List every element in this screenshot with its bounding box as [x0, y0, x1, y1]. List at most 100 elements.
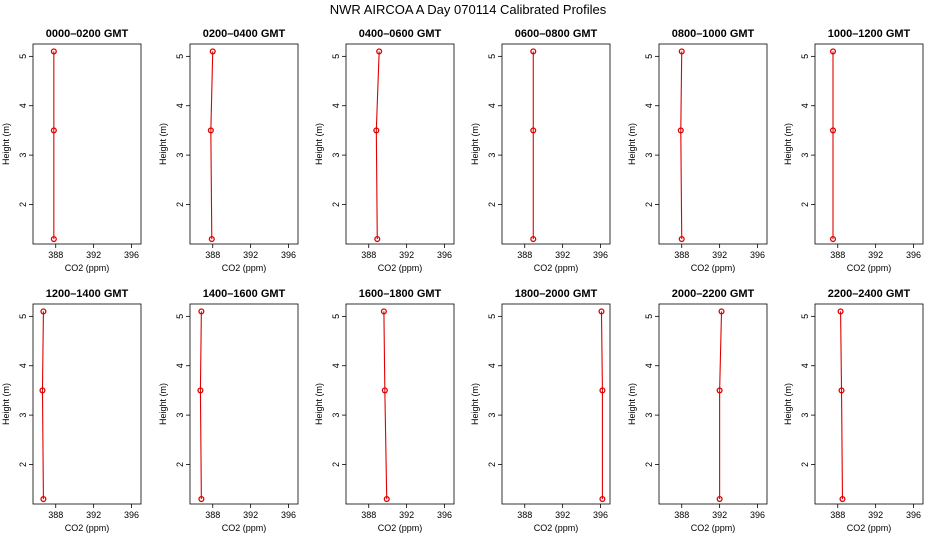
panel-title: 0400–0600 GMT — [359, 28, 442, 40]
y-tick-label: 3 — [800, 153, 810, 158]
x-tick-label: 388 — [361, 250, 376, 260]
y-tick-label: 2 — [644, 202, 654, 207]
x-tick-label: 392 — [243, 250, 258, 260]
x-tick-label: 396 — [437, 510, 452, 520]
profile-segment — [210, 130, 213, 240]
y-axis-label: Height (m) — [470, 123, 480, 165]
profile-point — [599, 496, 606, 503]
panel-title: 2200–2400 GMT — [828, 288, 911, 300]
profile-panel: 0400–0600 GMT 388 392 396 2 3 4 5 CO2 (ppm) Heigh… — [314, 28, 455, 273]
plot-frame — [189, 303, 299, 505]
x-axis-label: CO2 (ppm) — [378, 523, 423, 533]
x-tick-label: 388 — [674, 510, 689, 520]
x-tick-label: 388 — [517, 250, 532, 260]
profile-segment — [719, 311, 723, 391]
y-axis-label: Height (m) — [783, 383, 793, 425]
panel-title: 1600–1800 GMT — [359, 288, 442, 300]
profile-segment — [840, 390, 844, 500]
x-tick-label: 388 — [205, 250, 220, 260]
profile-point — [209, 48, 216, 55]
x-axis-label: CO2 (ppm) — [534, 523, 579, 533]
plot-frame — [189, 43, 299, 245]
x-axis-label: CO2 (ppm) — [691, 263, 736, 273]
y-tick-label: 3 — [800, 413, 810, 418]
x-axis-label: CO2 (ppm) — [65, 263, 110, 273]
profile-point — [829, 48, 837, 55]
profile-point — [677, 127, 684, 134]
plot-frame — [32, 303, 142, 505]
profile-panel: 1400–1600 GMT 388 392 396 2 3 4 5 CO2 (ppm) Heigh… — [158, 288, 299, 533]
x-tick-label: 388 — [674, 250, 689, 260]
plot-frame — [658, 303, 768, 505]
profile-point — [599, 387, 606, 394]
panel-title: 0200–0400 GMT — [203, 28, 286, 40]
profile-panel: 0600–0800 GMT 388 392 396 2 3 4 5 CO2 (ppm) Heigh… — [470, 28, 611, 273]
plot-frame — [814, 303, 924, 505]
y-tick-label: 2 — [175, 462, 185, 467]
profile-point — [198, 496, 205, 503]
profile-point — [50, 127, 57, 134]
y-tick-label: 2 — [800, 202, 810, 207]
profile-segment — [210, 51, 214, 131]
panel-title: 1200–1400 GMT — [46, 288, 129, 300]
plot-frame — [345, 303, 455, 505]
y-tick-label: 5 — [175, 54, 185, 59]
x-tick-label: 392 — [243, 510, 258, 520]
y-tick-label: 2 — [487, 202, 497, 207]
y-axis-label: Height (m) — [158, 123, 168, 165]
profile-point — [376, 48, 383, 55]
profile-point — [839, 496, 846, 503]
profile-segment — [680, 130, 683, 240]
x-tick-label: 392 — [399, 510, 414, 520]
x-tick-label: 396 — [593, 510, 608, 520]
profile-segment — [384, 390, 388, 500]
profile-panel: 1800–2000 GMT 388 392 396 2 3 4 5 CO2 (ppm) Heigh… — [470, 288, 611, 533]
x-tick-label: 388 — [830, 510, 845, 520]
plot-frame — [814, 43, 924, 245]
x-tick-label: 388 — [48, 510, 63, 520]
y-tick-label: 2 — [18, 202, 28, 207]
y-tick-label: 2 — [331, 462, 341, 467]
x-tick-label: 396 — [437, 250, 452, 260]
x-axis-label: CO2 (ppm) — [222, 263, 267, 273]
y-tick-label: 4 — [800, 363, 810, 368]
panel-title: 0600–0800 GMT — [515, 28, 598, 40]
x-tick-label: 388 — [205, 510, 220, 520]
profile-point — [374, 236, 381, 243]
y-tick-label: 4 — [644, 103, 654, 108]
plot-frame — [658, 43, 768, 245]
y-tick-label: 4 — [331, 363, 341, 368]
profile-point — [373, 127, 380, 134]
profile-panel: 1000–1200 GMT 388 392 396 2 3 4 5 CO2 (ppm) Heigh… — [783, 28, 924, 273]
panel-title: 0000–0200 GMT — [46, 28, 129, 40]
profile-point — [208, 236, 215, 243]
x-axis-label: CO2 (ppm) — [847, 523, 892, 533]
profile-point — [838, 387, 845, 394]
x-axis-label: CO2 (ppm) — [65, 523, 110, 533]
profile-point — [718, 308, 725, 315]
profile-point — [678, 48, 685, 55]
profile-point — [530, 127, 537, 134]
x-tick-label: 388 — [830, 250, 845, 260]
x-axis-label: CO2 (ppm) — [691, 523, 736, 533]
y-tick-label: 2 — [487, 462, 497, 467]
profile-segment — [41, 311, 44, 391]
y-tick-label: 5 — [800, 54, 810, 59]
profile-point — [381, 387, 388, 394]
profile-point — [530, 236, 537, 243]
panel-title: 1400–1600 GMT — [203, 288, 286, 300]
y-tick-label: 3 — [175, 153, 185, 158]
y-tick-label: 3 — [18, 413, 28, 418]
x-tick-label: 396 — [906, 510, 921, 520]
x-tick-label: 392 — [555, 250, 570, 260]
x-tick-label: 388 — [361, 510, 376, 520]
profile-panel: 2000–2200 GMT 388 392 396 2 3 4 5 CO2 (ppm) Heigh… — [627, 288, 768, 533]
x-tick-label: 392 — [86, 250, 101, 260]
profile-panel: 1200–1400 GMT 388 392 396 2 3 4 5 CO2 (ppm) Heigh… — [1, 288, 142, 533]
profile-segment — [680, 51, 683, 131]
y-tick-label: 3 — [487, 153, 497, 158]
y-tick-label: 3 — [644, 413, 654, 418]
y-tick-label: 5 — [487, 314, 497, 319]
y-tick-label: 4 — [18, 363, 28, 368]
